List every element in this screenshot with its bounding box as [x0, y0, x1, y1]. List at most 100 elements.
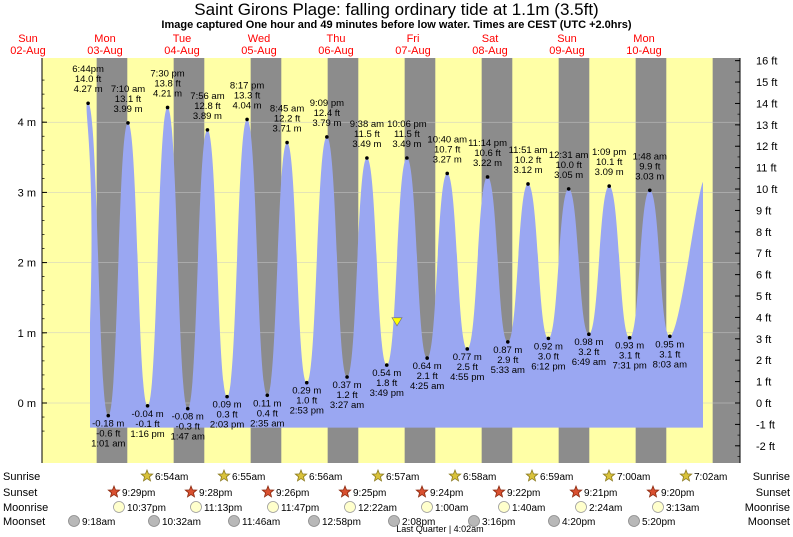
moonrise-icon	[421, 501, 433, 513]
day-date: 05-Aug	[241, 45, 276, 57]
moonset-icon	[228, 515, 240, 527]
tide-point	[245, 117, 249, 122]
low-tide-label: 0.93 m	[615, 341, 644, 352]
high-tide-label: 10.2 ft	[515, 155, 542, 166]
low-tide-label: 1:47 am	[171, 432, 205, 443]
tide-point	[506, 340, 510, 344]
sunset-time: 9:28pm	[199, 488, 232, 499]
high-tide-label: 9:38 am	[350, 119, 384, 130]
low-tide-label: 5:33 am	[491, 365, 525, 376]
tide-point	[185, 406, 190, 411]
low-tide-label: 0.95 m	[655, 339, 684, 350]
high-tide-label: 7:56 am	[190, 91, 224, 102]
high-tide-label: 3.49 m	[392, 139, 421, 150]
sunset-time: 9:22pm	[507, 488, 540, 499]
sunrise-time: 6:57am	[386, 472, 419, 483]
high-tide-label: 3.03 m	[635, 171, 664, 182]
low-tide-label: 3.0 ft	[538, 351, 559, 362]
low-tide-label: 1.8 ft	[376, 378, 397, 389]
moonrise-icon	[575, 501, 587, 513]
low-tide-label: -0.1 ft	[135, 419, 160, 430]
day-date: 07-Aug	[395, 45, 430, 57]
tide-point	[485, 175, 490, 179]
high-tide-label: 4.04 m	[233, 100, 262, 111]
day-date: 08-Aug	[472, 45, 507, 57]
moonrise-icon	[113, 501, 125, 513]
tide-point	[384, 363, 389, 367]
current-level-marker	[391, 317, 403, 327]
moonset-icon	[68, 515, 80, 527]
day-name: Mon	[94, 33, 115, 45]
tide-point	[145, 404, 150, 408]
day-name: Wed	[248, 33, 270, 45]
high-tide-label: 3.09 m	[595, 167, 624, 178]
high-tide-label: 8:45 am	[270, 104, 304, 115]
high-tide-label: 3.12 m	[513, 165, 542, 176]
tide-point	[205, 128, 210, 132]
high-tide-label: 1:48 am	[633, 151, 667, 162]
right-tick-label: -2 ft	[756, 441, 775, 453]
low-tide-label: 4:25 am	[410, 381, 444, 392]
low-tide-label: 3.1 ft	[659, 349, 680, 360]
tide-point	[265, 393, 270, 398]
moonset-time: 9:18am	[82, 517, 115, 528]
moonrise-icon	[190, 501, 202, 513]
sunset-time: 9:24pm	[430, 488, 463, 499]
sunset-time: 9:20pm	[661, 488, 694, 499]
high-tide-label: 11.5 ft	[394, 129, 420, 140]
row-label-right: Moonset	[748, 516, 790, 528]
moonset-icon	[468, 515, 480, 527]
high-tide-label: 7:30 pm	[150, 68, 184, 79]
tide-point	[546, 336, 551, 341]
low-tide-label: 0.3 ft	[217, 410, 238, 421]
low-tide-label: 1:01 am	[91, 439, 125, 450]
sun-icon	[294, 468, 308, 482]
sun-icon	[107, 484, 121, 498]
low-tide-label: 0.87 m	[493, 345, 522, 356]
tide-point	[325, 135, 329, 139]
high-tide-label: 3.05 m	[554, 170, 583, 181]
sunrise-time: 6:58am	[463, 472, 496, 483]
moonrise-time: 11:47pm	[281, 503, 319, 514]
right-tick-label: 5 ft	[756, 291, 771, 303]
sunrise-time: 6:59am	[540, 472, 573, 483]
low-tide-label: 3.1 ft	[619, 351, 640, 362]
moonrise-icon	[267, 501, 279, 513]
sunset-time: 9:21pm	[584, 488, 617, 499]
tide-point	[106, 413, 111, 418]
right-tick-label: 12 ft	[756, 141, 777, 153]
axes: 0 m 1 m 2 m 3 m 4 m -2 ft -1 ft 0 ft 1 ft 2 ft 3 f…	[18, 56, 777, 463]
tide-point	[647, 188, 652, 193]
high-tide-label: 13.8 ft	[154, 78, 181, 89]
high-tide-label: 8:17 pm	[230, 80, 264, 91]
right-tick-label: 11 ft	[756, 163, 777, 175]
high-tide-label: 12.4 ft	[314, 108, 341, 119]
right-tick-label: 16 ft	[756, 56, 777, 68]
day-name: Sun	[557, 33, 577, 45]
moonrise-time: 2:24am	[589, 503, 622, 514]
sun-icon	[261, 484, 275, 498]
low-tide-label: 2:53 pm	[290, 406, 324, 417]
moonset-time: 12:58pm	[322, 517, 361, 528]
low-tide-label: 2:35 am	[250, 418, 284, 429]
sun-moon-table: Sunrise Sunrise Sunset Sunset Moonrise Moonri…	[3, 468, 790, 528]
low-tide-label: 0.11 m	[253, 398, 281, 409]
right-tick-label: 1 ft	[756, 377, 771, 389]
high-tide-label: 13.3 ft	[234, 90, 261, 101]
right-tick-label: 7 ft	[756, 248, 771, 260]
right-tick-label: 3 ft	[756, 334, 771, 346]
high-tide-label: 3.22 m	[473, 158, 502, 169]
tide-point	[285, 140, 289, 145]
day-date: 06-Aug	[318, 45, 353, 57]
moonset-time: 5:20pm	[642, 517, 675, 528]
tide-point	[405, 156, 409, 160]
right-tick-label: -1 ft	[756, 419, 775, 431]
high-tide-label: 4.21 m	[153, 88, 182, 99]
low-tide-label: 0.92 m	[534, 341, 563, 352]
tide-point	[165, 105, 170, 110]
high-tide-label: 9:09 pm	[310, 98, 344, 109]
moonset-icon	[548, 515, 560, 527]
right-tick-label: 14 ft	[756, 98, 777, 110]
left-tick-label: 4 m	[18, 117, 36, 129]
low-tide-label: -0.3 ft	[176, 422, 201, 433]
